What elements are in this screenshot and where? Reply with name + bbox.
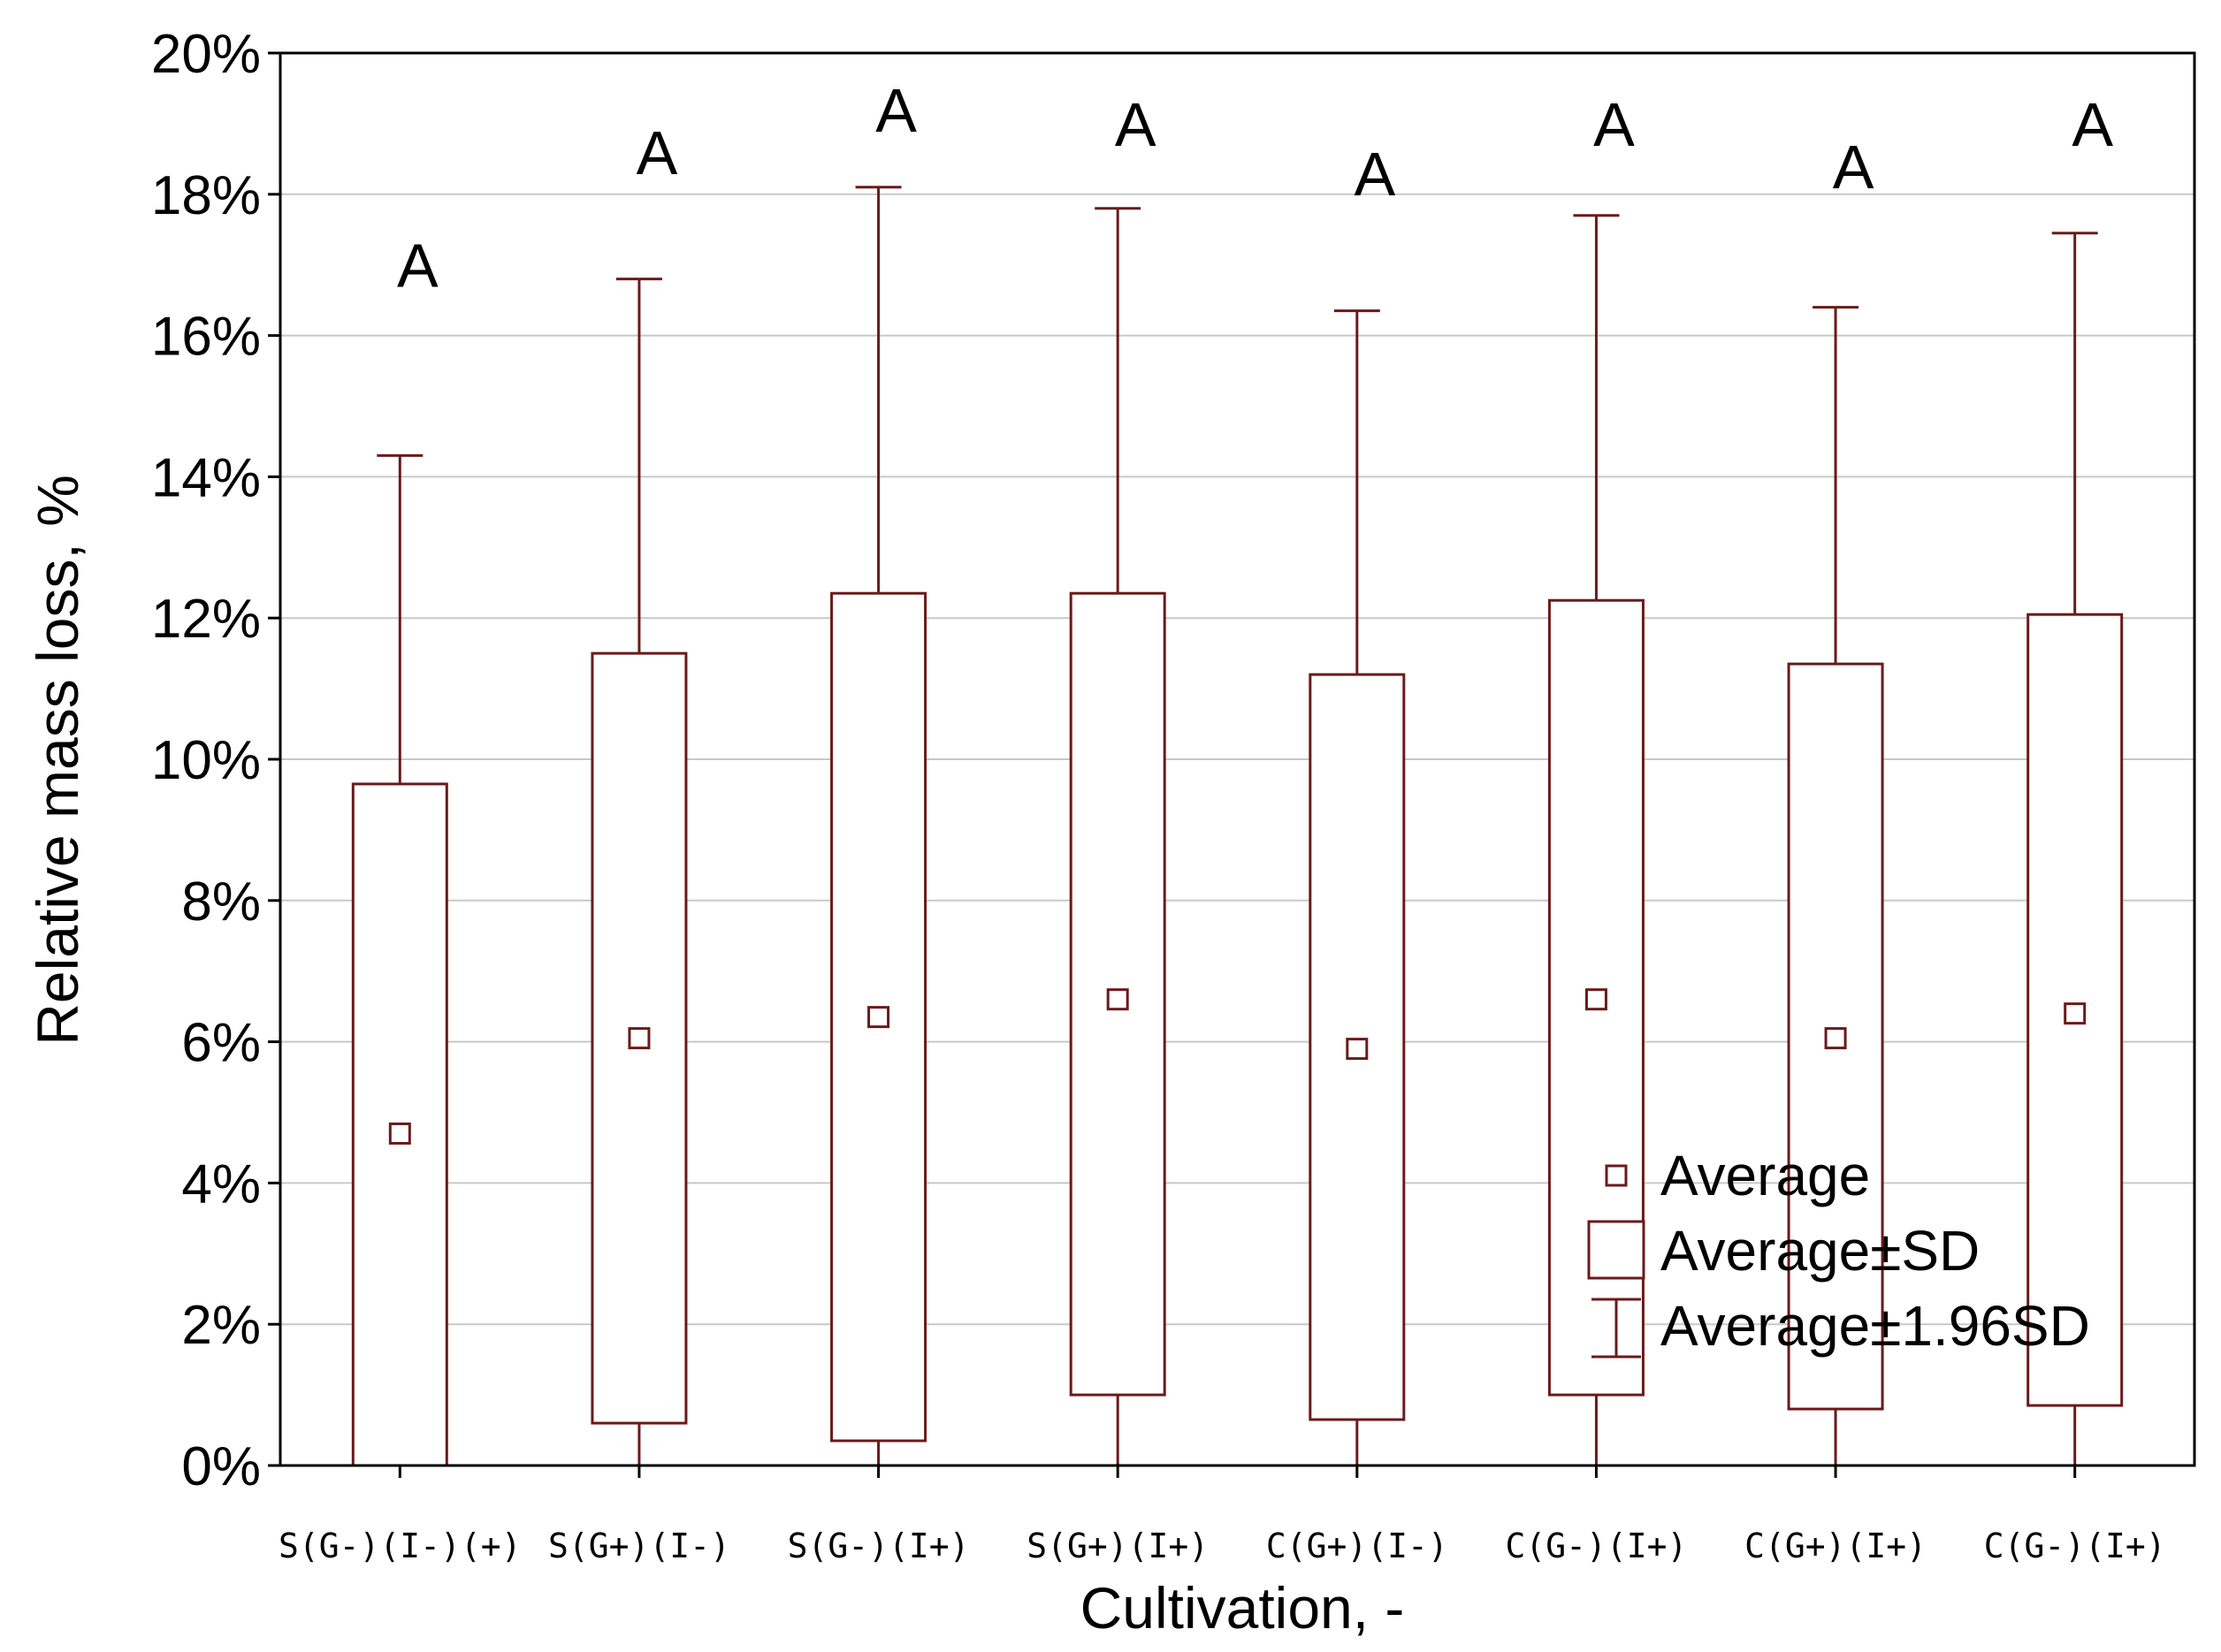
y-tick-label: 0% [181, 1436, 261, 1497]
legend-average-symbol [1605, 1164, 1628, 1187]
average-point [867, 1006, 890, 1029]
significance-annotations: A A A A A A A A [397, 76, 2113, 301]
y-tick-label: 14% [151, 447, 261, 508]
average-point [1824, 1027, 1847, 1050]
average-point [1346, 1038, 1369, 1061]
legend-sd-label: Average±SD [1660, 1219, 1980, 1283]
x-tick-label: C(G-)(I+) [1505, 1526, 1687, 1565]
x-tick-label: S(G+)(I-) [548, 1526, 730, 1565]
significance-label: A [1833, 133, 1874, 202]
significance-label: A [637, 118, 678, 187]
y-tick-label: 16% [151, 307, 261, 368]
chart-marks [351, 186, 2124, 1467]
x-tick-label: C(G-)(I+) [1984, 1526, 2166, 1565]
significance-label: A [1115, 90, 1156, 159]
y-axis-ticks: 0% 2% 4% 6% 8% 10% 12% 14% 16% 18% 20% [151, 24, 280, 1497]
y-tick-label: 10% [151, 730, 261, 791]
x-axis-ticks: S(G-)(I-)(+) S(G+)(I-) S(G-)(I+) S(G+)(I+) C… [279, 1465, 2166, 1565]
y-tick-label: 8% [181, 872, 261, 933]
significance-label: A [875, 76, 917, 145]
x-axis-label: Cultivation, - [1080, 1575, 1405, 1641]
y-tick-label: 18% [151, 165, 261, 226]
x-tick-label: S(G-)(I-)(+) [279, 1526, 522, 1565]
y-tick-label: 6% [181, 1013, 261, 1074]
x-tick-label: S(G+)(I+) [1027, 1526, 1209, 1565]
legend: Average Average±SD Average±1.96SD [1587, 1144, 2090, 1359]
x-tick-label: S(G-)(I+) [788, 1526, 970, 1565]
significance-label: A [397, 232, 439, 301]
significance-label: A [1593, 90, 1635, 159]
average-point [1584, 988, 1607, 1011]
significance-label: A [2072, 90, 2113, 159]
grid-lines [280, 193, 2194, 1326]
significance-label: A [1354, 140, 1395, 209]
y-tick-label: 20% [151, 24, 261, 85]
average-point [1106, 988, 1129, 1011]
average-point [2064, 1002, 2087, 1025]
y-tick-label: 12% [151, 589, 261, 650]
y-tick-label: 4% [181, 1153, 261, 1214]
y-tick-label: 2% [181, 1295, 261, 1356]
legend-sd-symbol [1587, 1220, 1645, 1280]
x-tick-label: C(G+)(I+) [1744, 1526, 1927, 1565]
average-point [388, 1122, 411, 1145]
legend-average-label: Average [1660, 1144, 1870, 1207]
legend-ci-label: Average±1.96SD [1660, 1294, 2090, 1358]
y-axis-label: Relative mass loss, % [25, 475, 90, 1046]
x-tick-label: C(G+)(I-) [1266, 1526, 1448, 1565]
average-point [628, 1027, 651, 1050]
